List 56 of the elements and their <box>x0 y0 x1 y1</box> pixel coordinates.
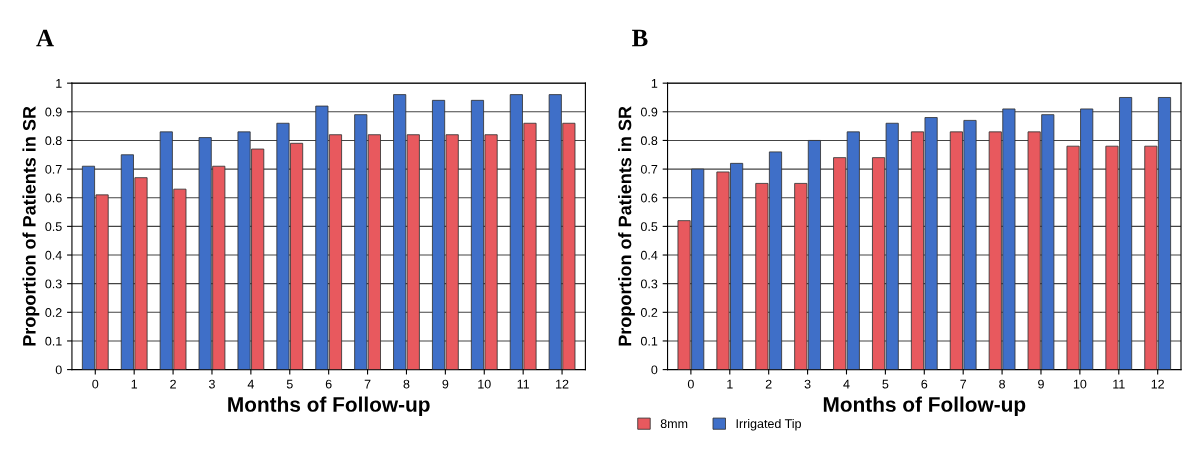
x-tick-label: 1 <box>131 379 138 389</box>
x-tick-label: 2 <box>765 379 772 389</box>
x-tick-label: 5 <box>286 379 293 389</box>
y-tick-label: 0 <box>55 365 62 375</box>
y-axis-title: Proportion of Patients in SR <box>618 106 635 346</box>
x-tick-label: 6 <box>325 379 332 389</box>
x-tick-label: 2 <box>170 379 176 389</box>
x-tick-label: 7 <box>960 379 967 389</box>
x-tick-label: 11 <box>1113 379 1125 389</box>
x-tick-label: 9 <box>1038 379 1044 389</box>
y-tick-label: 0.1 <box>640 336 658 346</box>
y-tick-label: 0.3 <box>45 279 62 289</box>
y-tick-label: 0.9 <box>45 107 62 117</box>
y-tick-label: 0.6 <box>45 193 62 203</box>
y-tick-label: 0.9 <box>640 107 658 117</box>
y-tick-label: 1 <box>56 79 62 88</box>
x-tick-label: 12 <box>1151 379 1164 389</box>
y-tick-label: 0.2 <box>45 308 62 317</box>
y-tick-label: 0.8 <box>640 136 658 146</box>
x-tick-label: 7 <box>364 379 371 389</box>
x-tick-label: 0 <box>92 379 99 389</box>
x-tick-label: 11 <box>517 379 530 389</box>
x-tick-label: 8 <box>403 379 410 389</box>
y-tick-label: 0.4 <box>640 250 658 260</box>
y-tick-label: 0.2 <box>640 308 658 317</box>
x-tick-label: 5 <box>882 379 889 389</box>
y-tick-label: 0.7 <box>640 164 658 174</box>
x-tick-label: 4 <box>843 379 850 389</box>
x-tick-label: 10 <box>478 379 491 389</box>
y-tick-label: 0.4 <box>45 250 62 260</box>
chart-title: B <box>632 29 648 47</box>
x-tick-label: 12 <box>556 379 569 389</box>
y-tick-label: 1 <box>651 79 658 88</box>
y-tick-label: 0.5 <box>45 222 62 232</box>
x-tick-label: 3 <box>208 379 215 389</box>
x-tick-label: 8 <box>999 379 1006 389</box>
y-tick-label: 0.8 <box>45 136 62 146</box>
legend-label: Irrigated Tip <box>736 418 801 431</box>
y-axis-title: Proportion of Patients in SR <box>22 106 40 346</box>
x-tick-label: 10 <box>1073 379 1087 389</box>
legend-label: 8mm <box>660 419 688 429</box>
x-tick-label: 6 <box>921 379 928 389</box>
x-tick-label: 1 <box>727 379 733 389</box>
y-tick-label: 0.5 <box>640 222 658 232</box>
y-tick-label: 0 <box>651 365 658 375</box>
x-tick-label: 0 <box>687 379 694 389</box>
y-tick-label: 0.7 <box>45 164 62 174</box>
y-tick-label: 0.1 <box>45 336 62 346</box>
x-axis-title: Months of Follow-up <box>823 396 1026 416</box>
x-tick-label: 4 <box>247 379 254 389</box>
x-tick-label: 9 <box>442 379 449 389</box>
y-tick-label: 0.3 <box>640 279 658 289</box>
x-tick-label: 3 <box>804 379 811 389</box>
y-tick-label: 0.6 <box>640 193 658 203</box>
chart-title: A <box>36 29 54 47</box>
x-axis-title: Months of Follow-up <box>228 396 430 416</box>
